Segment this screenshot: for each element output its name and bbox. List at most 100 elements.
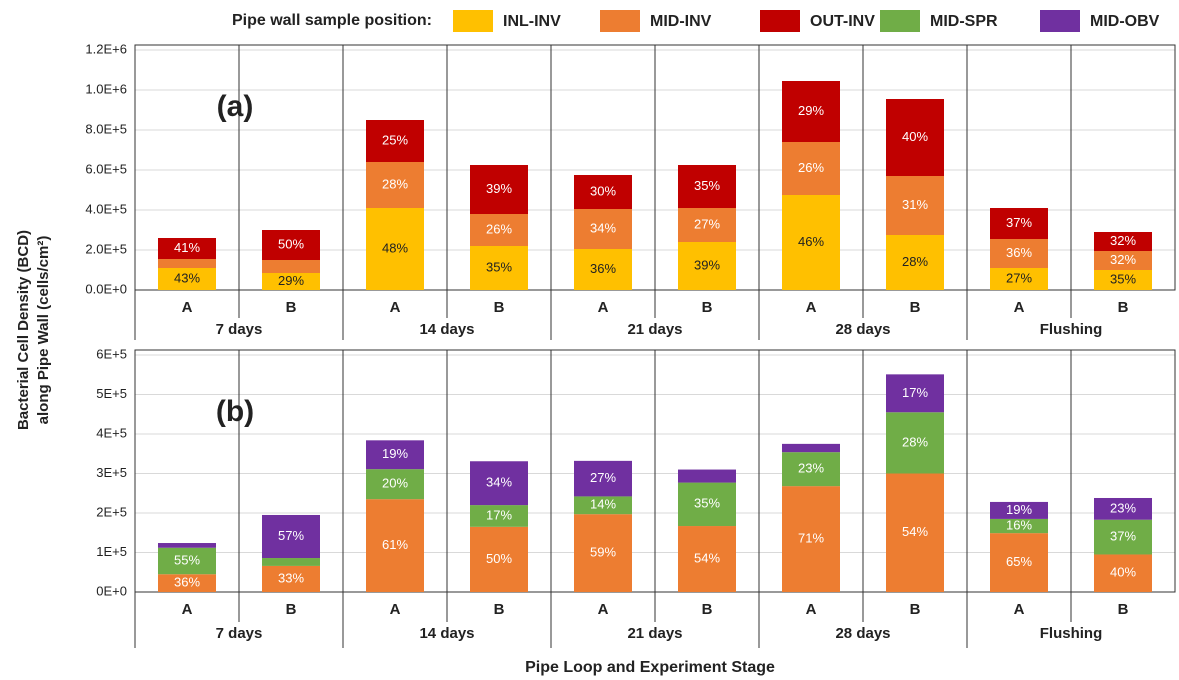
bar-segment [782,81,840,142]
y-label-group: Bacterial Cell Density (BCD) along Pipe … [15,230,52,430]
legend-title: Pipe wall sample position: [232,12,432,29]
x-tick-label: A [598,299,609,316]
y-tick-label: 8.0E+5 [85,121,127,136]
share-label: 55% [174,552,200,567]
share-label: 26% [486,221,512,236]
bar-segment [886,374,944,413]
bar-segment [262,565,320,592]
y-tick-label: 4.0E+5 [85,201,127,216]
share-label: 28% [902,434,928,449]
bar-segment [782,452,840,487]
legend-label: MID-INV [650,13,712,30]
share-label: 39% [694,257,720,272]
bar-segment [262,514,320,559]
y-axis-label: along Pipe Wall (cells/cm²) [35,236,52,425]
bar-segment [262,260,320,273]
share-label: 36% [590,261,616,276]
y-tick-label: 2E+5 [96,504,127,519]
share-label: 50% [278,236,304,251]
y-tick-label: 0E+0 [96,583,127,598]
bar-segment [158,543,216,548]
bar-segment [262,558,320,566]
bar-segment [990,533,1048,592]
share-label: 48% [382,240,408,255]
x-tick-label: A [390,299,401,316]
bar-segment [574,460,632,497]
panel-label: (a) [217,90,254,123]
share-label: 34% [590,220,616,235]
bar-segment [678,482,736,527]
share-label: 29% [278,273,304,288]
share-label: 35% [694,178,720,193]
share-label: 37% [1006,215,1032,230]
share-label: 61% [382,537,408,552]
bar-segment [1094,497,1152,520]
share-label: 41% [174,240,200,255]
y-tick-label: 0.0E+0 [85,281,127,296]
share-label: 17% [902,385,928,400]
share-label: 26% [798,160,824,175]
share-label: 19% [382,446,408,461]
group-label: 21 days [627,321,682,338]
bar-segment [158,259,216,268]
bar-segment [782,142,840,195]
y-tick-label: 6.0E+5 [85,161,127,176]
bar-segment [470,505,528,527]
x-tick-label: B [286,299,297,316]
share-label: 40% [1110,565,1136,580]
share-label: 31% [902,197,928,212]
x-axis-label: Pipe Loop and Experiment Stage [525,659,775,676]
bar-segment [262,230,320,260]
bar-segment [886,235,944,290]
panel-label: (b) [216,395,254,428]
x-tick-label: A [182,601,193,618]
bar-segment [1094,232,1152,251]
bar-segment [990,268,1048,290]
share-label: 54% [694,550,720,565]
bar-segment [158,268,216,290]
x-tick-label: B [910,299,921,316]
bar-segment [782,486,840,592]
legend-swatch [453,10,493,32]
bar-segment [1094,519,1152,555]
bar-segment [574,496,632,515]
legend-swatch [1040,10,1080,32]
bar-segment [678,208,736,242]
group-label: 21 days [627,625,682,642]
bar-segment [678,242,736,290]
share-label: 23% [798,461,824,476]
bar-segment [470,165,528,214]
share-label: 32% [1110,252,1136,267]
legend-label: INL-INV [503,13,561,30]
group-label: 14 days [419,321,474,338]
bar-segment [574,175,632,209]
bar-segment [678,469,736,483]
share-label: 40% [902,129,928,144]
y-axis-label: Bacterial Cell Density (BCD) [15,230,32,430]
bar-segment [990,518,1048,534]
bar-segment [470,246,528,290]
share-label: 33% [278,570,304,585]
x-tick-label: B [494,601,505,618]
legend-swatch [760,10,800,32]
bar-segment [366,469,424,500]
x-tick-label: B [702,299,713,316]
y-tick-label: 1.2E+6 [85,41,127,56]
share-label: 28% [382,176,408,191]
y-tick-label: 2.0E+5 [85,241,127,256]
x-tick-label: B [494,299,505,316]
share-label: 29% [798,103,824,118]
share-label: 28% [902,254,928,269]
x-tick-label: A [1014,299,1025,316]
share-label: 50% [486,551,512,566]
group-label: 7 days [216,625,263,642]
share-label: 46% [798,234,824,249]
share-label: 59% [590,545,616,560]
share-label: 65% [1006,554,1032,569]
share-label: 36% [174,575,200,590]
y-tick-label: 6E+5 [96,346,127,361]
bar-segment [886,176,944,235]
share-label: 27% [590,470,616,485]
x-tick-label: A [806,601,817,618]
